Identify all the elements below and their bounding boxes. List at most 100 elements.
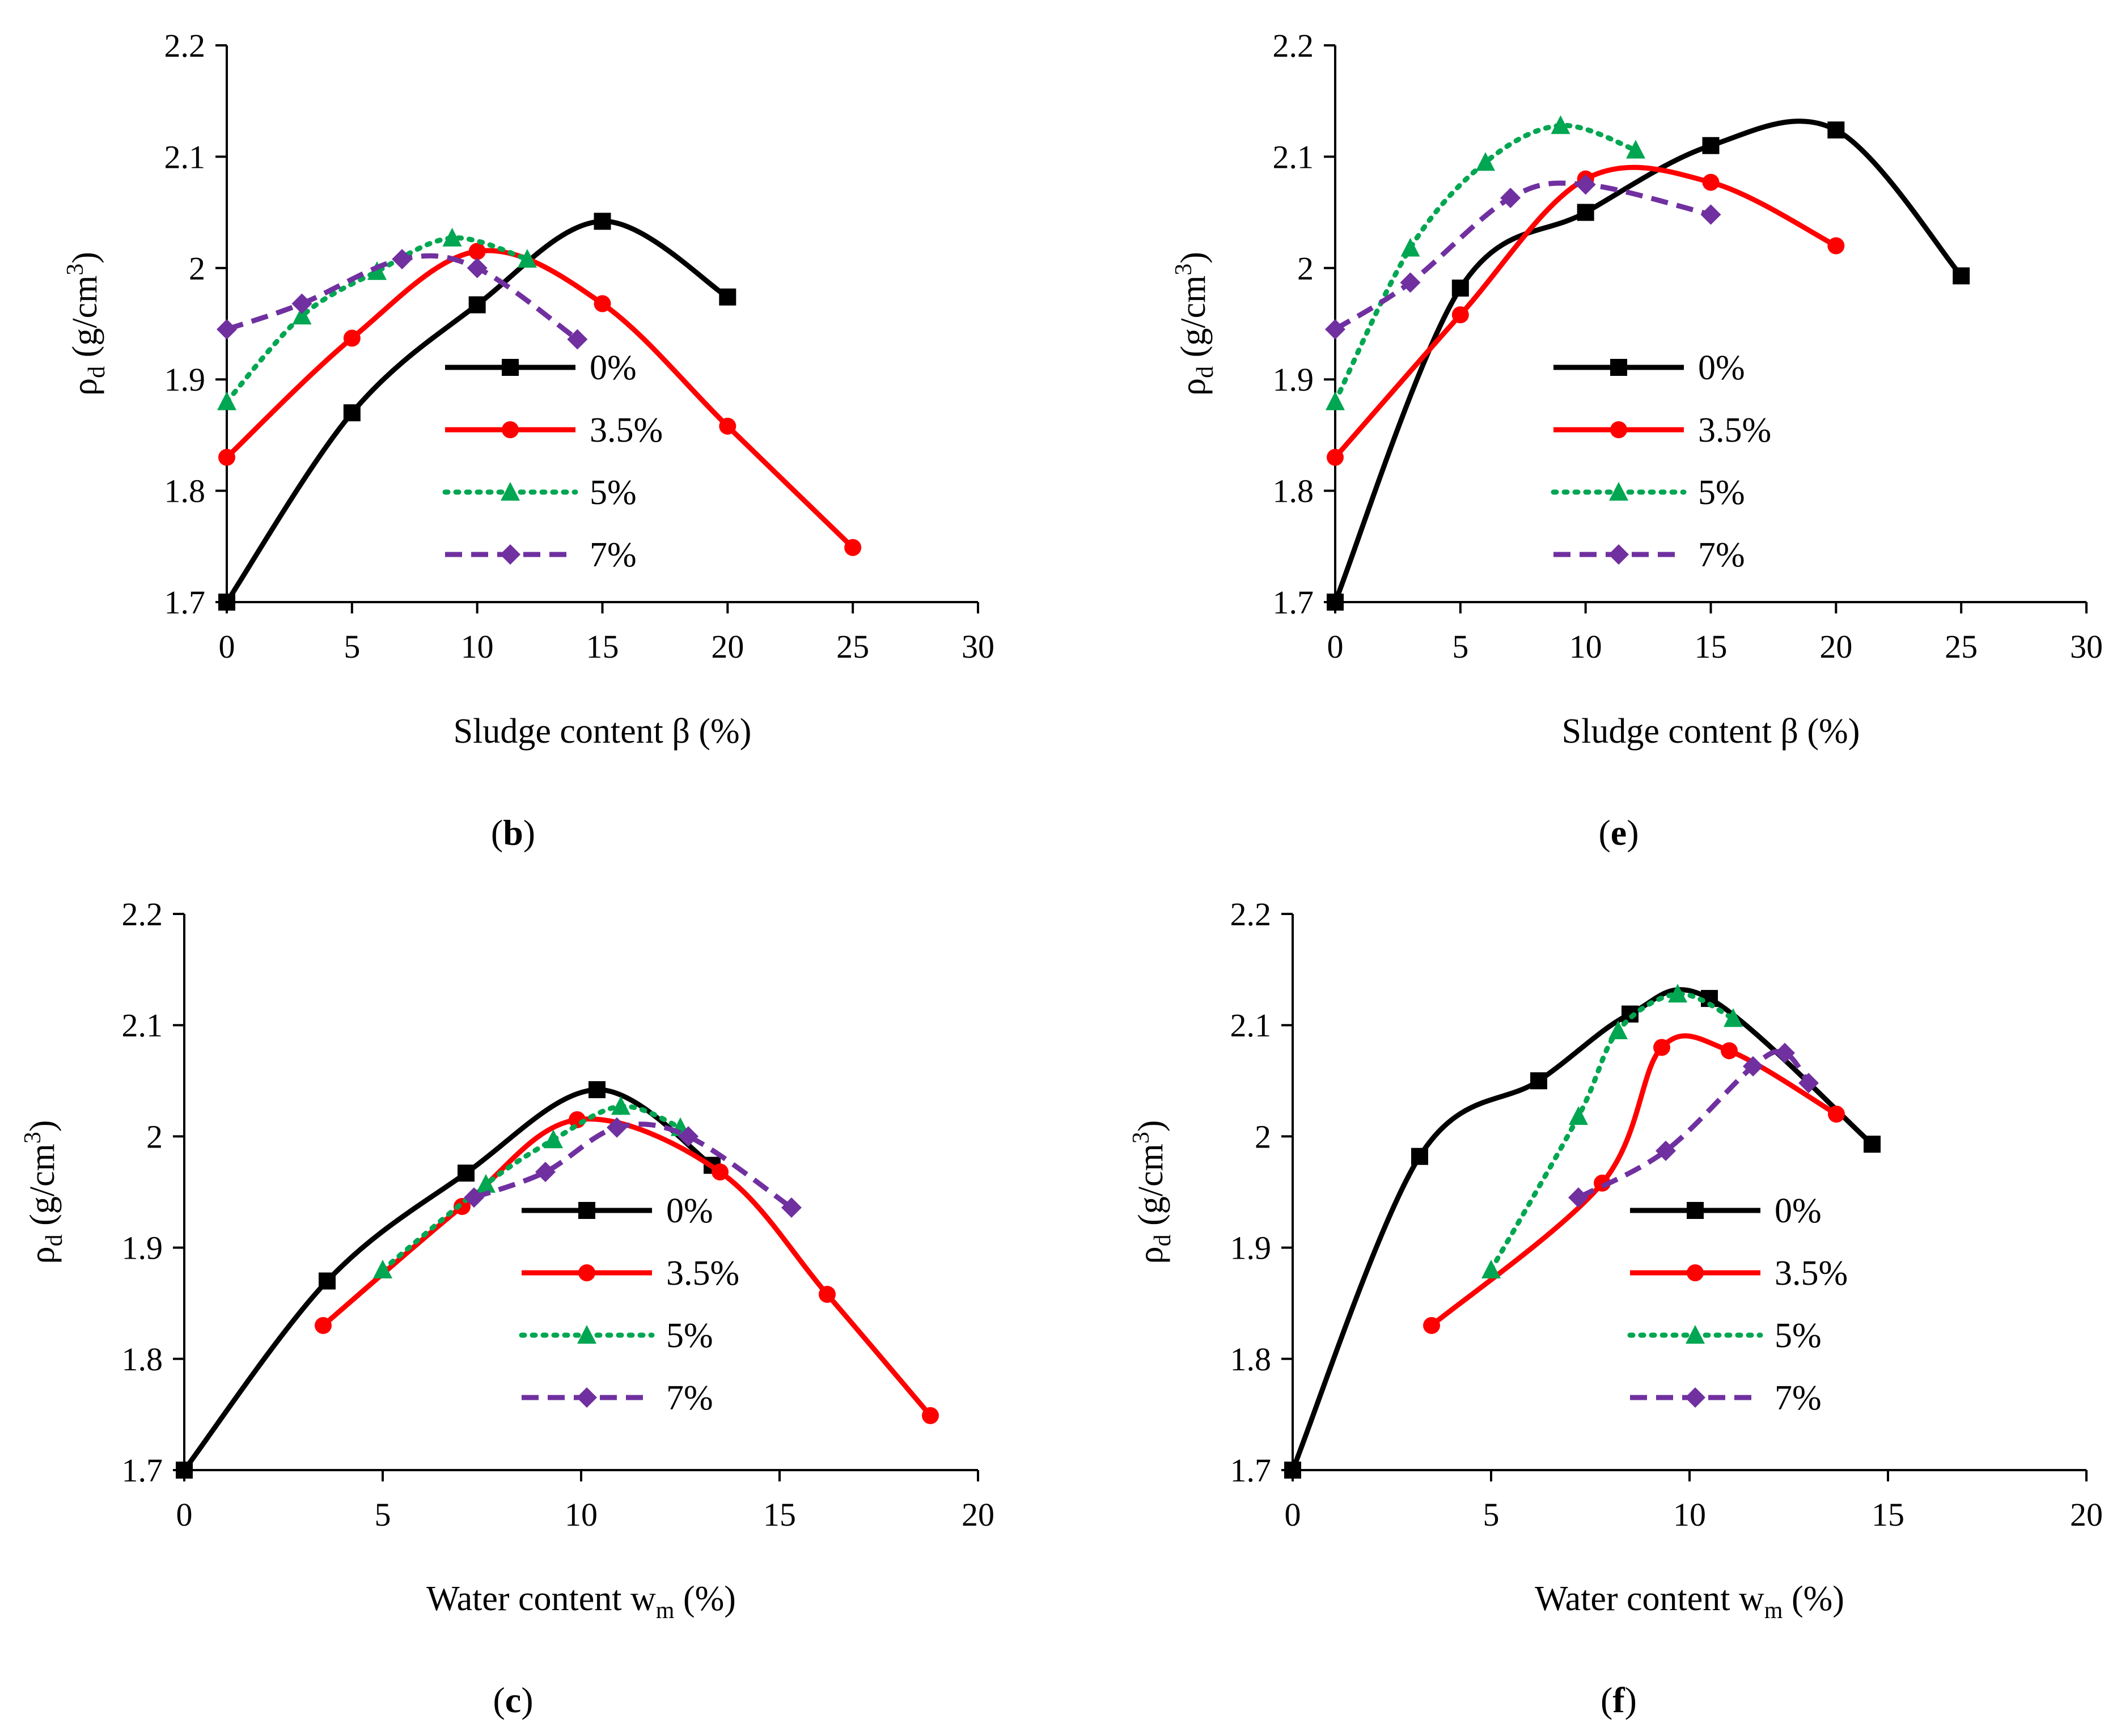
data-point: [1481, 1259, 1501, 1278]
data-point: [1476, 152, 1495, 171]
chart-c: 1.7 1.8 1.9 2 2.1 2.2 0 5 10 15 20 Water content wm…: [20, 896, 994, 1624]
series-line: [380, 1103, 683, 1273]
legend-marker: [1610, 359, 1627, 376]
x-axis-title: Sludge content β (%): [454, 712, 752, 751]
legend-marker: [578, 1264, 595, 1281]
data-point: [922, 1407, 939, 1424]
x-tick-label: 20: [711, 628, 744, 665]
data-point: [468, 296, 486, 314]
panel-label-f: (f): [1601, 1680, 1637, 1720]
series-line: [1333, 164, 1838, 459]
x-tick-label: 20: [2070, 1496, 2103, 1533]
x-axis-title: Sludge content β (%): [1562, 712, 1860, 751]
data-point: [567, 329, 588, 350]
series-line: [1488, 991, 1736, 1273]
legend-marker: [578, 1202, 595, 1219]
legend-label: 5%: [1698, 473, 1745, 512]
series-line: [1332, 118, 1963, 603]
data-point: [544, 1129, 563, 1149]
series-line: [1577, 1049, 1811, 1200]
data-point: [589, 1081, 606, 1098]
data-point: [373, 1259, 392, 1278]
data-point: [1653, 1039, 1670, 1056]
x-axis-title: Water content wm (%): [426, 1580, 736, 1624]
data-point: [1568, 1187, 1589, 1208]
data-point: [1668, 984, 1687, 1003]
data-point: [442, 227, 462, 247]
x-tick-label: 0: [219, 628, 235, 665]
data-point: [1743, 1056, 1763, 1077]
y-tick-label: 1.9: [1230, 1230, 1272, 1267]
series-7pct: [217, 249, 588, 350]
y-tick-label: 2.2: [1273, 27, 1314, 64]
y-tick-label: 1.8: [122, 1341, 163, 1378]
data-point: [1551, 115, 1570, 134]
data-point: [1798, 1073, 1819, 1094]
data-point: [476, 1174, 496, 1193]
y-tick-label: 2.1: [122, 1007, 163, 1044]
x-tick-label: 5: [1452, 628, 1468, 665]
series-5pct: [1326, 115, 1645, 410]
series-line: [225, 248, 855, 549]
y-tick-label: 2: [1255, 1118, 1271, 1155]
data-point: [518, 249, 537, 268]
legend-marker: [1687, 1264, 1704, 1281]
data-point: [535, 1162, 556, 1183]
y-tick-label: 2.1: [164, 138, 206, 175]
legend-marker: [1609, 482, 1628, 501]
series-3-5pct: [218, 243, 862, 556]
x-tick-label: 15: [763, 1496, 796, 1533]
data-point: [1530, 1072, 1547, 1090]
x-tick-label: 15: [1872, 1496, 1904, 1533]
legend-label: 7%: [666, 1379, 713, 1417]
data-point: [1325, 319, 1345, 340]
data-point: [217, 319, 237, 340]
data-point: [464, 1187, 484, 1208]
series-line: [1333, 180, 1712, 332]
legend-label: 7%: [1775, 1379, 1822, 1417]
data-point: [719, 417, 736, 435]
y-tick-label: 1.9: [164, 361, 206, 398]
data-point: [392, 249, 413, 270]
series-0pct: [176, 1081, 721, 1479]
legend-label: 0%: [1775, 1192, 1822, 1230]
panel-label-b: (b): [491, 812, 535, 853]
chart-f: 1.7 1.8 1.9 2 2.1 2.2 0 5 10 15 20 Water content wm…: [1128, 896, 2103, 1624]
data-point: [607, 1117, 627, 1138]
legend-marker: [1610, 421, 1627, 438]
data-point: [1400, 272, 1421, 293]
data-point: [176, 1462, 193, 1479]
y-tick-label: 1.7: [164, 584, 206, 621]
data-point: [343, 404, 361, 422]
y-tick-label: 1.8: [1273, 473, 1314, 510]
y-tick-label: 2.2: [164, 27, 206, 64]
data-point: [1577, 204, 1594, 221]
legend-marker: [1685, 1387, 1705, 1408]
data-point: [1656, 1140, 1676, 1161]
series-0pct: [1327, 118, 1970, 611]
data-point: [1827, 237, 1845, 255]
x-tick-label: 30: [2070, 628, 2103, 665]
x-tick-label: 0: [1327, 628, 1344, 665]
x-tick-label: 25: [836, 628, 869, 665]
x-tick-label: 25: [1945, 628, 1978, 665]
data-point: [1608, 1021, 1628, 1040]
x-tick-label: 10: [461, 628, 494, 665]
legend-label: 7%: [1698, 536, 1745, 574]
y-tick-label: 2: [189, 250, 205, 287]
legend-marker: [501, 482, 520, 501]
data-point: [458, 1165, 475, 1182]
data-point: [1400, 238, 1420, 257]
data-point: [1721, 1042, 1738, 1060]
y-tick-label: 2.2: [1230, 896, 1272, 933]
legend-label: 0%: [666, 1192, 713, 1230]
y-tick-label: 1.9: [1273, 361, 1314, 398]
data-point: [1451, 280, 1469, 297]
y-tick-label: 1.8: [164, 473, 206, 510]
data-point: [291, 293, 312, 314]
legend-label: 3.5%: [590, 411, 663, 450]
series-line: [1332, 122, 1639, 404]
data-point: [678, 1126, 698, 1147]
data-point: [292, 306, 312, 325]
data-point: [1700, 204, 1721, 225]
